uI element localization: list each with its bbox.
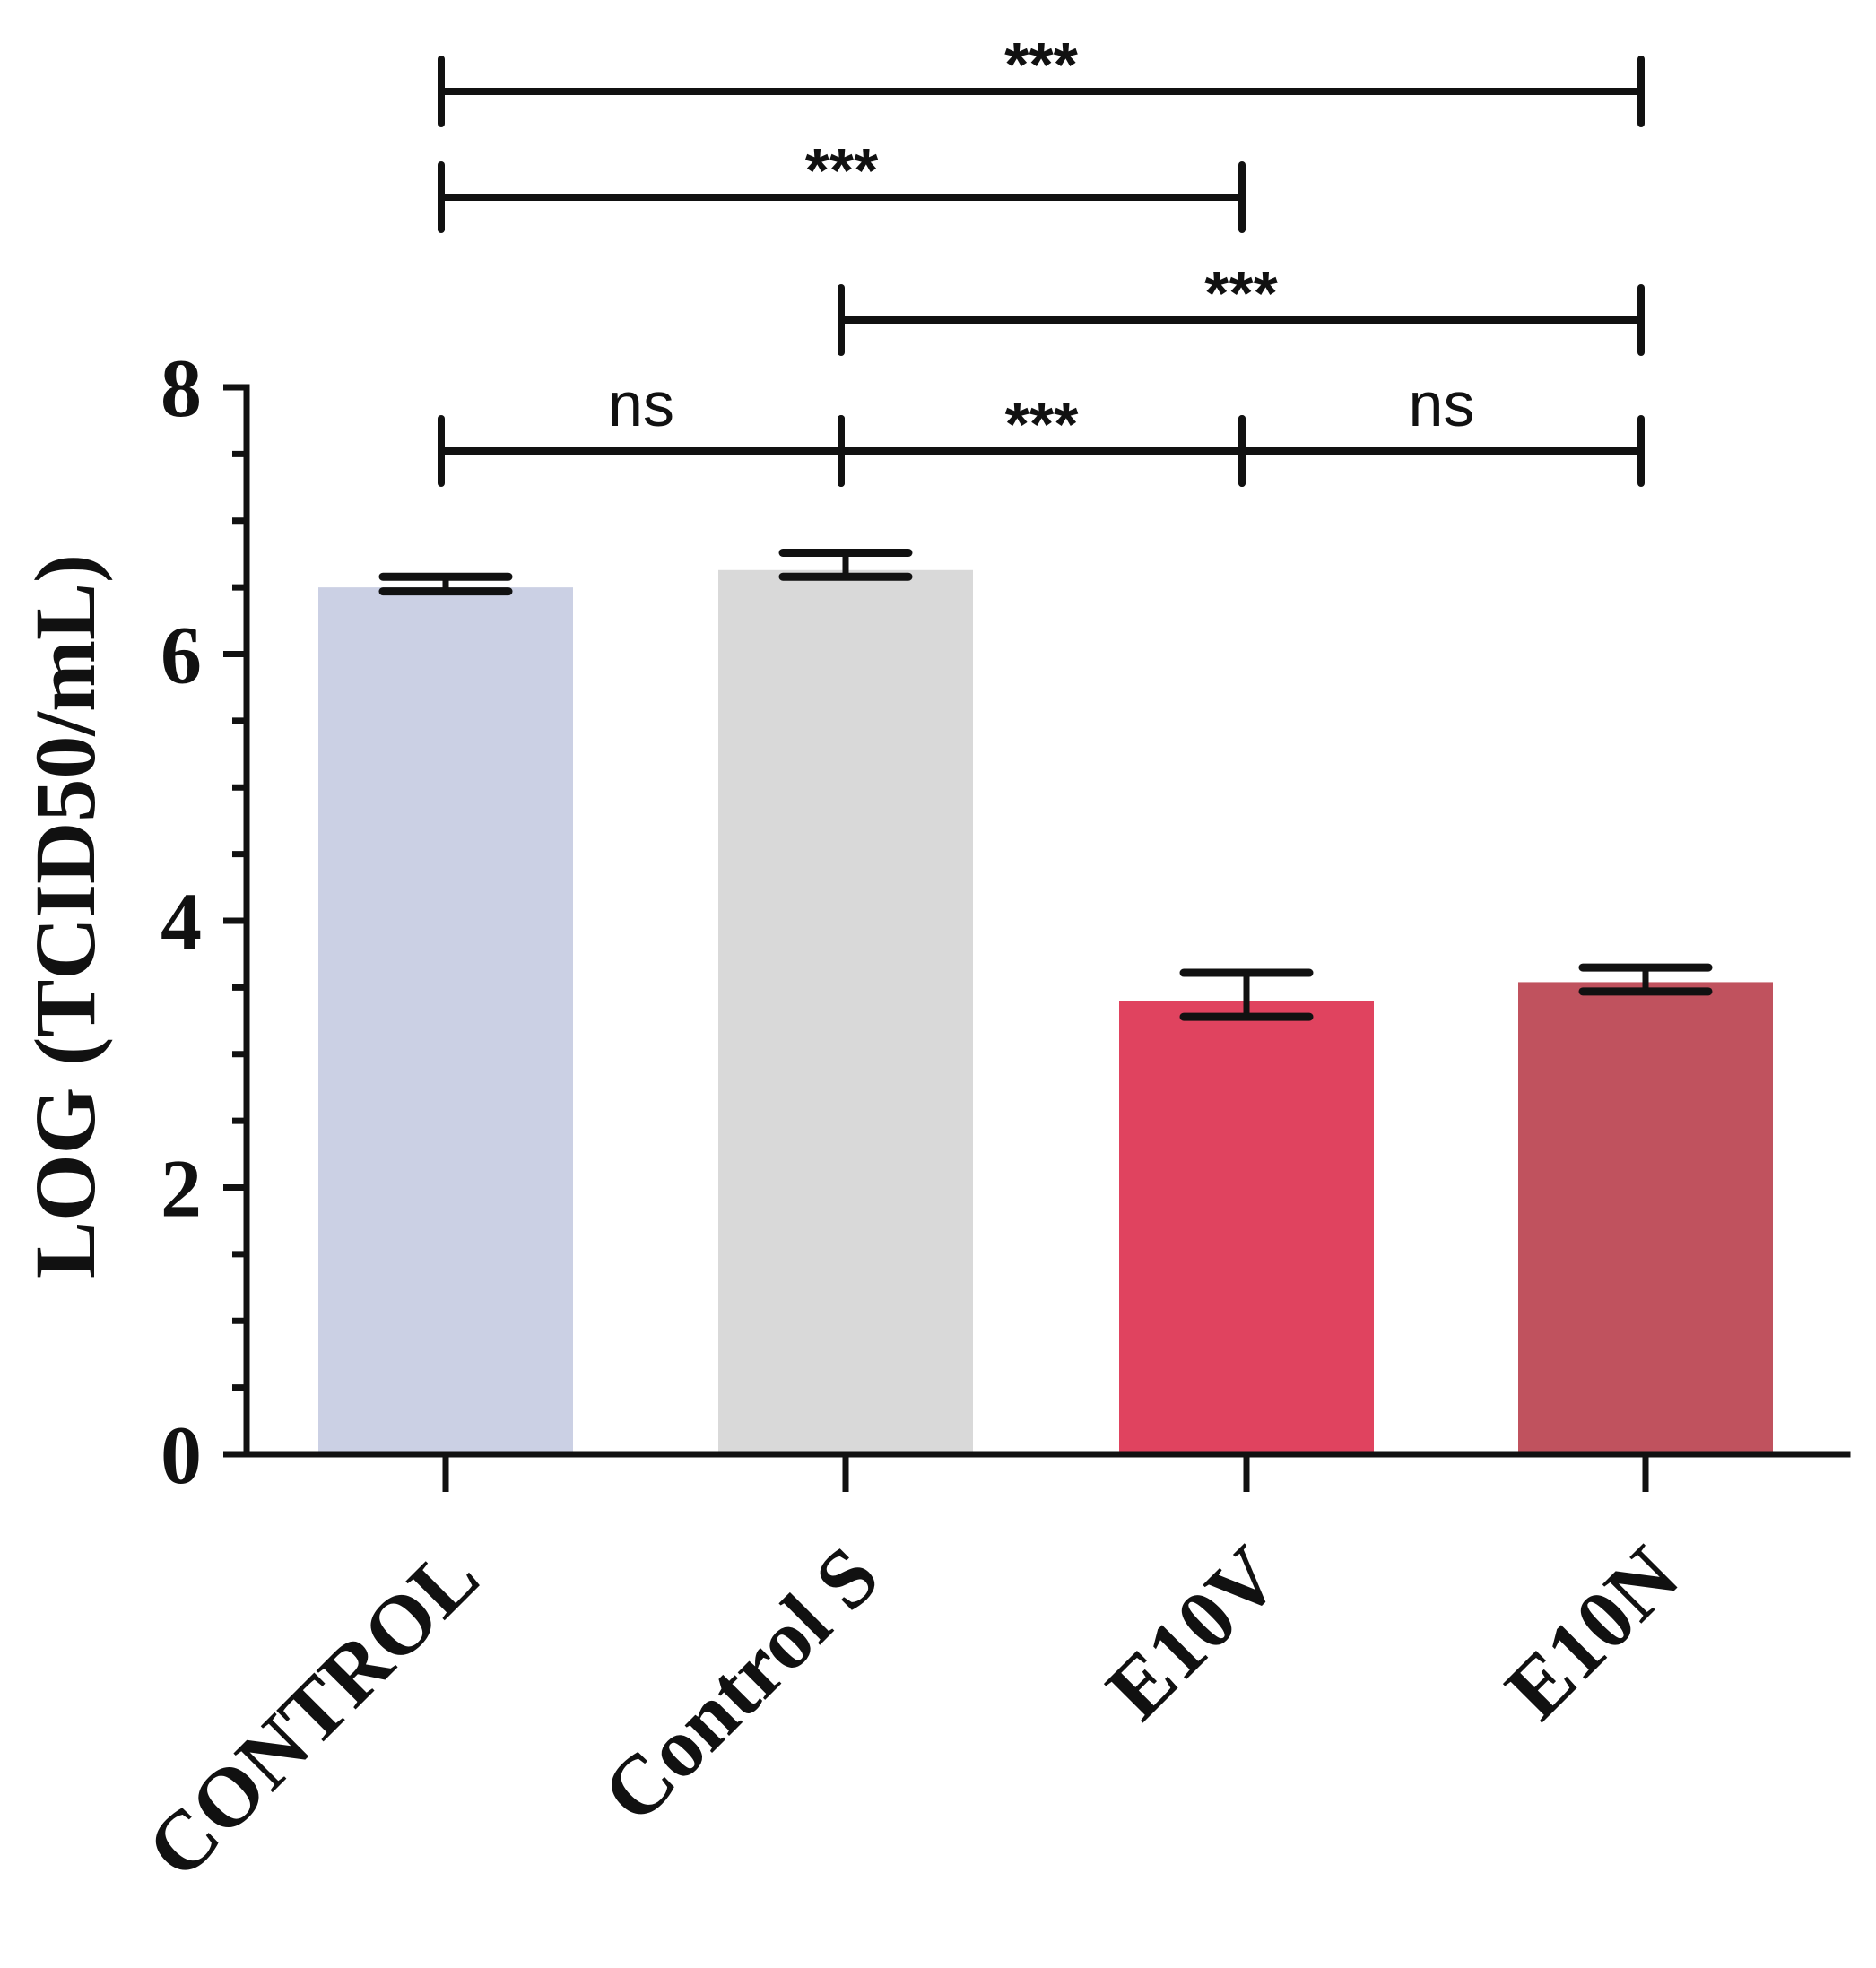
x-tick-label-e10v: E10V xyxy=(1089,1529,1297,1737)
y-axis-title: LOG (TCID50/mL) xyxy=(17,554,113,1279)
y-ticks-layer: 0 2 4 6 8 xyxy=(161,342,247,1501)
error-bars-layer xyxy=(378,548,1713,1021)
significance-label: *** xyxy=(1004,30,1078,100)
x-ticks-layer: CONTROL Control S E10V E10N xyxy=(129,1454,1697,1896)
bar-control xyxy=(318,587,573,1454)
x-tick-label-control: CONTROL xyxy=(129,1529,497,1896)
significance-bracket: *** xyxy=(838,258,1645,356)
error-bar-control xyxy=(378,572,513,596)
x-tick-label-control-s: Control S xyxy=(585,1529,896,1840)
significance-bracket: *** xyxy=(438,30,1645,127)
significance-label: *** xyxy=(1204,258,1278,328)
error-bar-e10v xyxy=(1179,968,1314,1021)
significance-bracket: ns xyxy=(438,369,845,487)
y-tick-label: 6 xyxy=(161,610,202,701)
significance-label: *** xyxy=(805,135,879,205)
y-tick-label: 8 xyxy=(161,342,202,434)
y-tick-label: 0 xyxy=(161,1409,202,1501)
significance-label: ns xyxy=(608,369,674,439)
y-tick-label: 4 xyxy=(161,876,202,967)
bar-control-s xyxy=(718,569,973,1454)
bar-e10n xyxy=(1518,982,1773,1454)
significance-bracket: ns xyxy=(1238,369,1645,487)
significance-bracket: *** xyxy=(438,135,1246,233)
significance-brackets-layer: *** *** *** ns *** ns xyxy=(438,30,1645,487)
significance-bracket: *** xyxy=(838,389,1246,487)
error-bar-control-s xyxy=(778,548,913,581)
significance-label: ns xyxy=(1409,369,1475,439)
y-tick-label: 2 xyxy=(161,1143,202,1235)
significance-label: *** xyxy=(1005,389,1079,459)
bar-e10v xyxy=(1119,1001,1374,1454)
error-bar-e10n xyxy=(1578,963,1713,996)
bars-layer xyxy=(318,569,1773,1454)
x-tick-label-e10n: E10N xyxy=(1488,1529,1696,1737)
